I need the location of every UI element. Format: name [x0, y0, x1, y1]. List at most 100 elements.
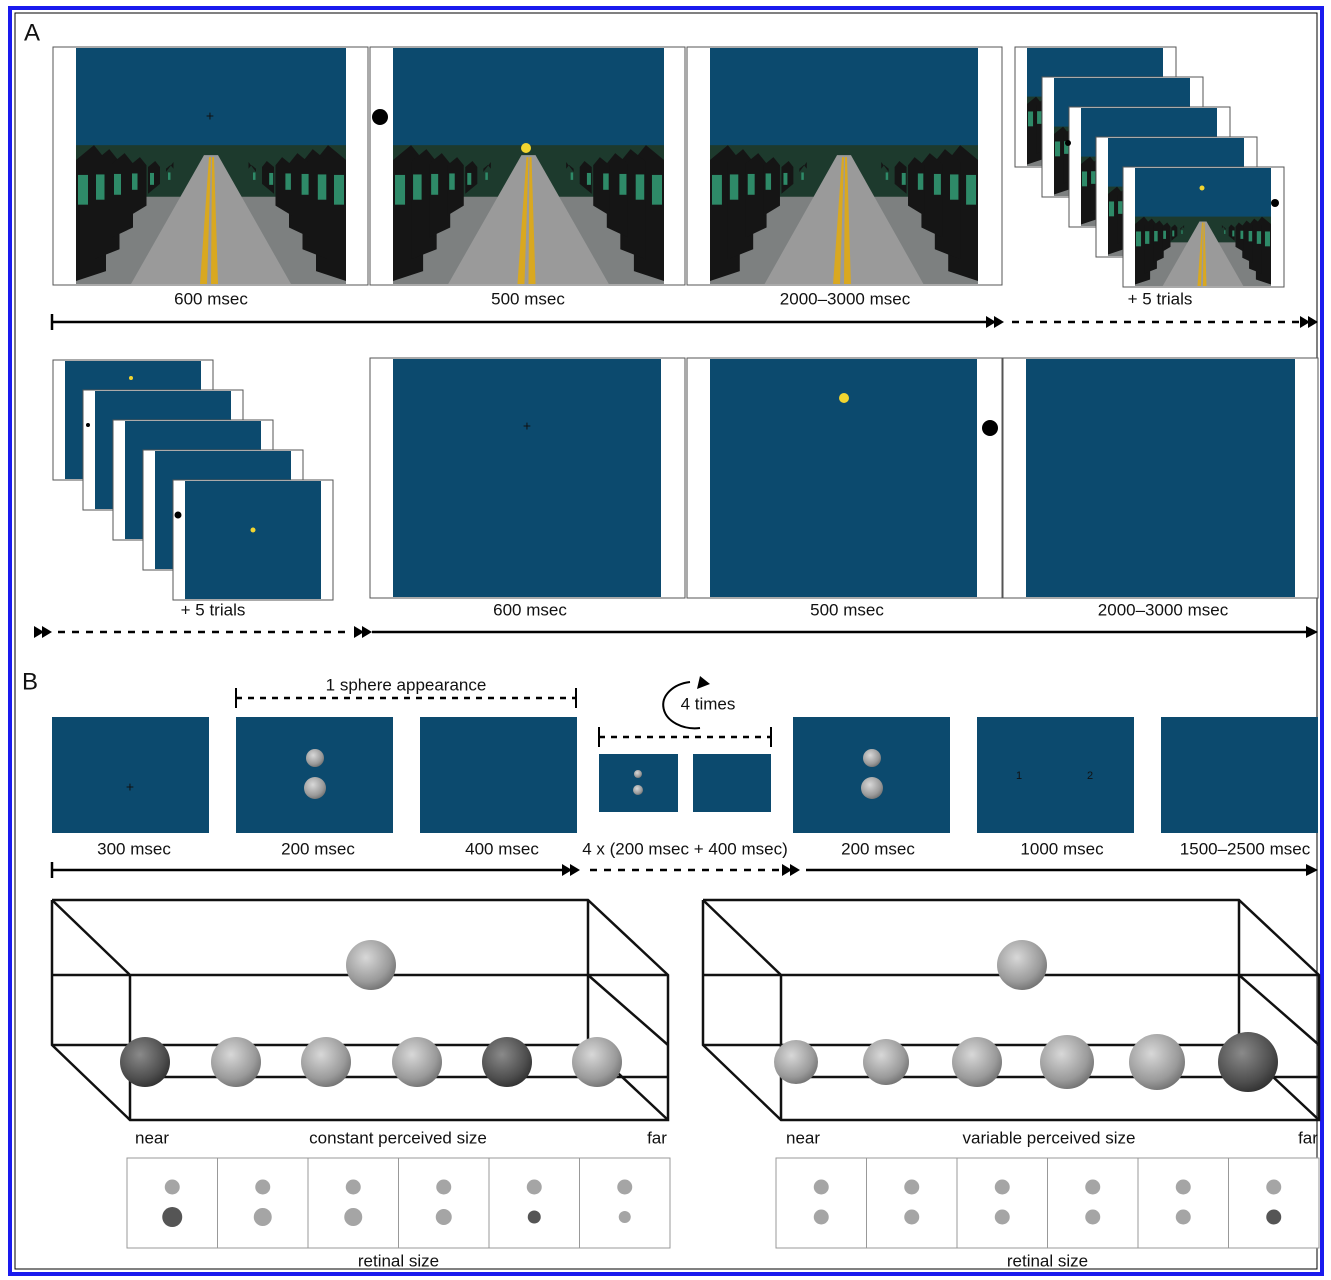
sphere [211, 1037, 261, 1087]
screen [420, 717, 577, 833]
screen [599, 754, 678, 812]
road-line [517, 157, 529, 284]
house [429, 153, 451, 238]
road-line [1197, 222, 1203, 286]
far-label: far [647, 1128, 667, 1147]
house-siding [711, 174, 722, 205]
arrowhead [782, 864, 792, 876]
road [131, 155, 291, 284]
retinal-dot [904, 1179, 920, 1195]
house-siding [168, 172, 171, 180]
house [908, 157, 925, 216]
house-siding [1248, 230, 1253, 242]
house-siding [1172, 230, 1175, 237]
fixation-cross: + [523, 418, 531, 434]
duration-label: 2000–3000 msec [1098, 600, 1229, 619]
duration-label: 300 msec [97, 839, 171, 858]
house [593, 157, 610, 216]
sphere [861, 777, 883, 799]
house [566, 162, 574, 172]
house [1171, 224, 1178, 241]
box-edge [1238, 974, 1320, 1046]
house-siding [783, 172, 788, 185]
arrowhead [697, 676, 710, 689]
retinal-dot [1175, 1209, 1191, 1225]
street-scene [710, 48, 978, 284]
house-siding [1091, 171, 1096, 184]
screen [52, 717, 209, 833]
house-siding [96, 174, 105, 200]
sphere [997, 940, 1047, 990]
fixation-cross: + [126, 779, 134, 795]
screen [977, 717, 1134, 833]
panel-label: A [24, 19, 40, 46]
arrowhead [790, 864, 800, 876]
house [447, 157, 464, 216]
retinal-dot [253, 1208, 272, 1226]
box-edge [587, 974, 669, 1046]
inner-border [14, 12, 1318, 1270]
screen [1026, 359, 1295, 597]
retinal-dot [1266, 1179, 1282, 1195]
duration-label: 1000 msec [1020, 839, 1104, 858]
road-line [844, 157, 851, 284]
retinal-dot [255, 1179, 271, 1195]
sphere [634, 770, 642, 778]
house-siding [431, 173, 439, 195]
retinal-dot [164, 1179, 180, 1195]
house-siding [933, 173, 941, 195]
arrowhead [34, 626, 44, 638]
retinal-dot [617, 1179, 633, 1195]
house-siding [950, 174, 959, 200]
target-dot [1199, 185, 1205, 191]
house-siding [1064, 141, 1069, 154]
house [1162, 222, 1171, 252]
house-siding [765, 173, 772, 190]
sphere [774, 1040, 818, 1084]
house-siding [413, 174, 422, 200]
retinal-dot [1175, 1179, 1191, 1195]
sphere [1040, 1035, 1094, 1089]
house-siding [901, 172, 906, 185]
road-line [833, 157, 844, 284]
sphere [863, 749, 881, 767]
house-siding [114, 173, 121, 195]
house [745, 153, 767, 238]
duration-label: 4 x (200 msec + 400 msec) [582, 839, 788, 858]
house [1235, 222, 1244, 252]
sphere [572, 1037, 622, 1087]
near-label: near [135, 1128, 169, 1147]
street-scene [393, 48, 664, 284]
house [763, 157, 780, 216]
target-dot [521, 143, 531, 153]
house-siding [1240, 230, 1244, 239]
retinal-dot [1085, 1209, 1101, 1225]
house-siding [1224, 230, 1226, 234]
retinal-dot [162, 1207, 183, 1227]
screen [185, 481, 321, 599]
outer-border [8, 6, 1324, 1276]
sphere [633, 785, 643, 795]
house-siding [651, 174, 662, 205]
road [764, 155, 924, 284]
screen [793, 717, 950, 833]
house-siding [253, 172, 256, 180]
road-line [1203, 222, 1207, 286]
retinal-dot [345, 1179, 361, 1195]
far-label: far [1298, 1128, 1318, 1147]
bracket-label: 1 sphere appearance [326, 675, 487, 694]
house-siding [1136, 231, 1142, 247]
arrowhead [42, 626, 52, 638]
house-siding [1232, 230, 1235, 237]
house-siding [619, 173, 627, 195]
house-siding [78, 174, 88, 205]
arrowhead [1306, 864, 1318, 876]
sphere [863, 1039, 909, 1085]
house-siding [917, 173, 924, 190]
house-siding [1028, 111, 1034, 127]
house [781, 161, 794, 194]
retinal-dot [813, 1179, 829, 1195]
retinal-dot [1085, 1179, 1101, 1195]
trials-label: + 5 trials [181, 600, 246, 619]
house-siding [586, 172, 591, 185]
